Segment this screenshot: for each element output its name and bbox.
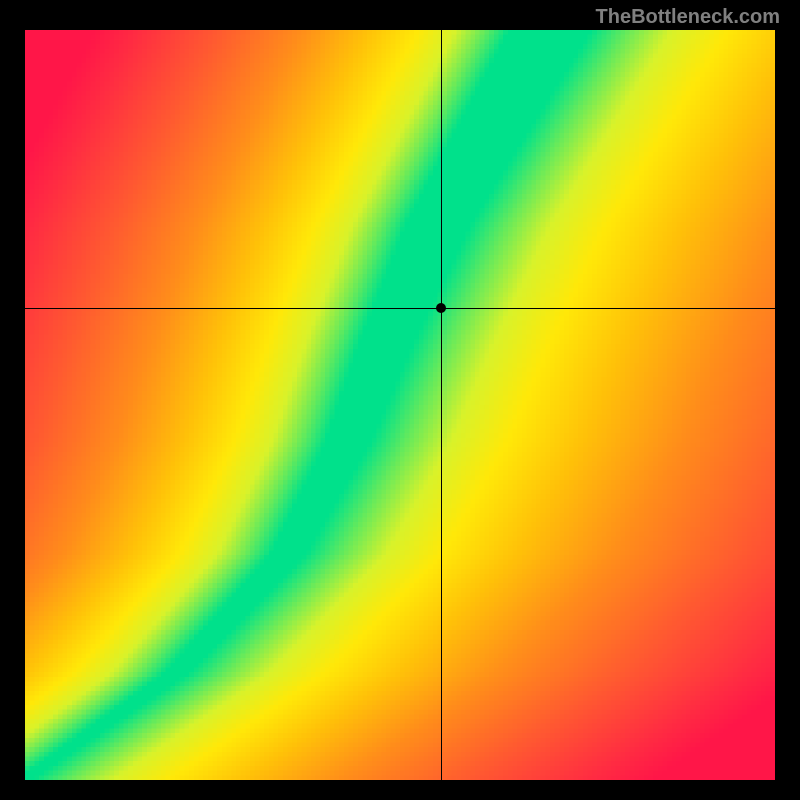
heatmap-canvas bbox=[25, 30, 775, 780]
bottleneck-heatmap bbox=[25, 30, 775, 780]
crosshair-vertical bbox=[441, 30, 442, 780]
crosshair-horizontal bbox=[25, 308, 775, 309]
watermark: TheBottleneck.com bbox=[596, 6, 780, 29]
crosshair-marker bbox=[436, 303, 446, 313]
